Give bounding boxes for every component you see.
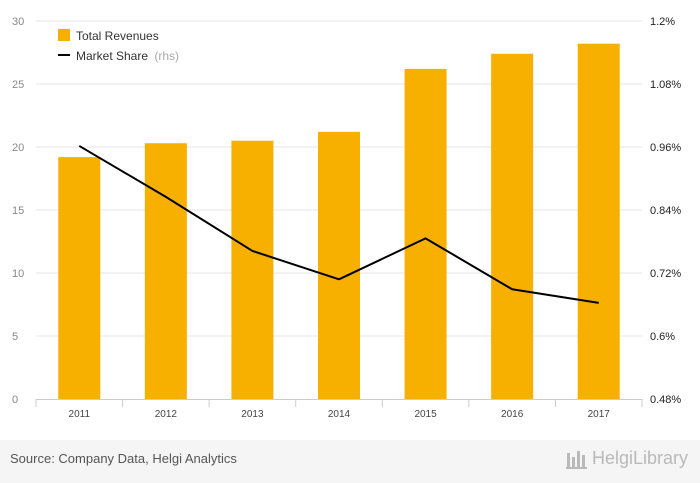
x-tick-label: 2016 bbox=[501, 409, 524, 420]
x-tick-label: 2015 bbox=[414, 409, 437, 420]
x-tick-label: 2013 bbox=[241, 409, 264, 420]
bar bbox=[404, 68, 447, 399]
y-left-tick-label: 15 bbox=[12, 205, 24, 217]
x-tick-label: 2011 bbox=[69, 409, 91, 420]
bar bbox=[318, 131, 360, 399]
logo-text: HelgiLibrary bbox=[591, 448, 688, 468]
bars-series bbox=[58, 43, 620, 400]
y-right-tick-label: 1.2% bbox=[650, 16, 675, 28]
x-tick-label: 2014 bbox=[328, 409, 351, 420]
y-left-tick-label: 20 bbox=[12, 142, 24, 154]
axes: 0 5 10 15 20 25 30 0.48% 0.6% 0.72% 0.84% 0.96% 1.08… bbox=[12, 16, 681, 420]
y-right-tick-label: 0.48% bbox=[650, 394, 681, 406]
bar bbox=[144, 143, 187, 399]
y-right-tick-label: 0.84% bbox=[650, 205, 681, 217]
x-tick-label: 2017 bbox=[588, 409, 611, 420]
line-series bbox=[78, 145, 599, 304]
bar bbox=[577, 43, 620, 400]
y-left-tick-label: 10 bbox=[12, 268, 24, 280]
bar bbox=[231, 140, 274, 399]
legend-label-market-share: Market Share (rhs) bbox=[76, 49, 179, 63]
chart: 0 5 10 15 20 25 30 0.48% 0.6% 0.72% 0.84% 0.96% 1.08… bbox=[12, 16, 681, 420]
bar bbox=[58, 157, 101, 399]
y-left-tick-label: 30 bbox=[12, 16, 24, 28]
y-left-tick-label: 0 bbox=[12, 394, 18, 406]
y-left-tick-label: 5 bbox=[12, 331, 18, 343]
helgi-library-logo: HelgiLibrary bbox=[565, 448, 688, 469]
legend-swatch-revenues bbox=[58, 29, 70, 41]
y-right-tick-label: 1.08% bbox=[650, 79, 681, 91]
y-right-tick-label: 0.96% bbox=[650, 142, 681, 154]
x-tick-label: 2012 bbox=[155, 409, 178, 420]
legend: Total Revenues Market Share (rhs) bbox=[58, 29, 179, 63]
bar bbox=[491, 53, 534, 399]
source-text: Source: Company Data, Helgi Analytics bbox=[10, 451, 237, 466]
legend-label-revenues: Total Revenues bbox=[76, 29, 159, 43]
y-right-tick-label: 0.6% bbox=[650, 331, 675, 343]
library-icon bbox=[565, 450, 587, 469]
y-left-tick-label: 25 bbox=[12, 79, 24, 91]
footer: Source: Company Data, Helgi Analytics He… bbox=[0, 440, 700, 483]
y-right-tick-label: 0.72% bbox=[650, 268, 681, 280]
